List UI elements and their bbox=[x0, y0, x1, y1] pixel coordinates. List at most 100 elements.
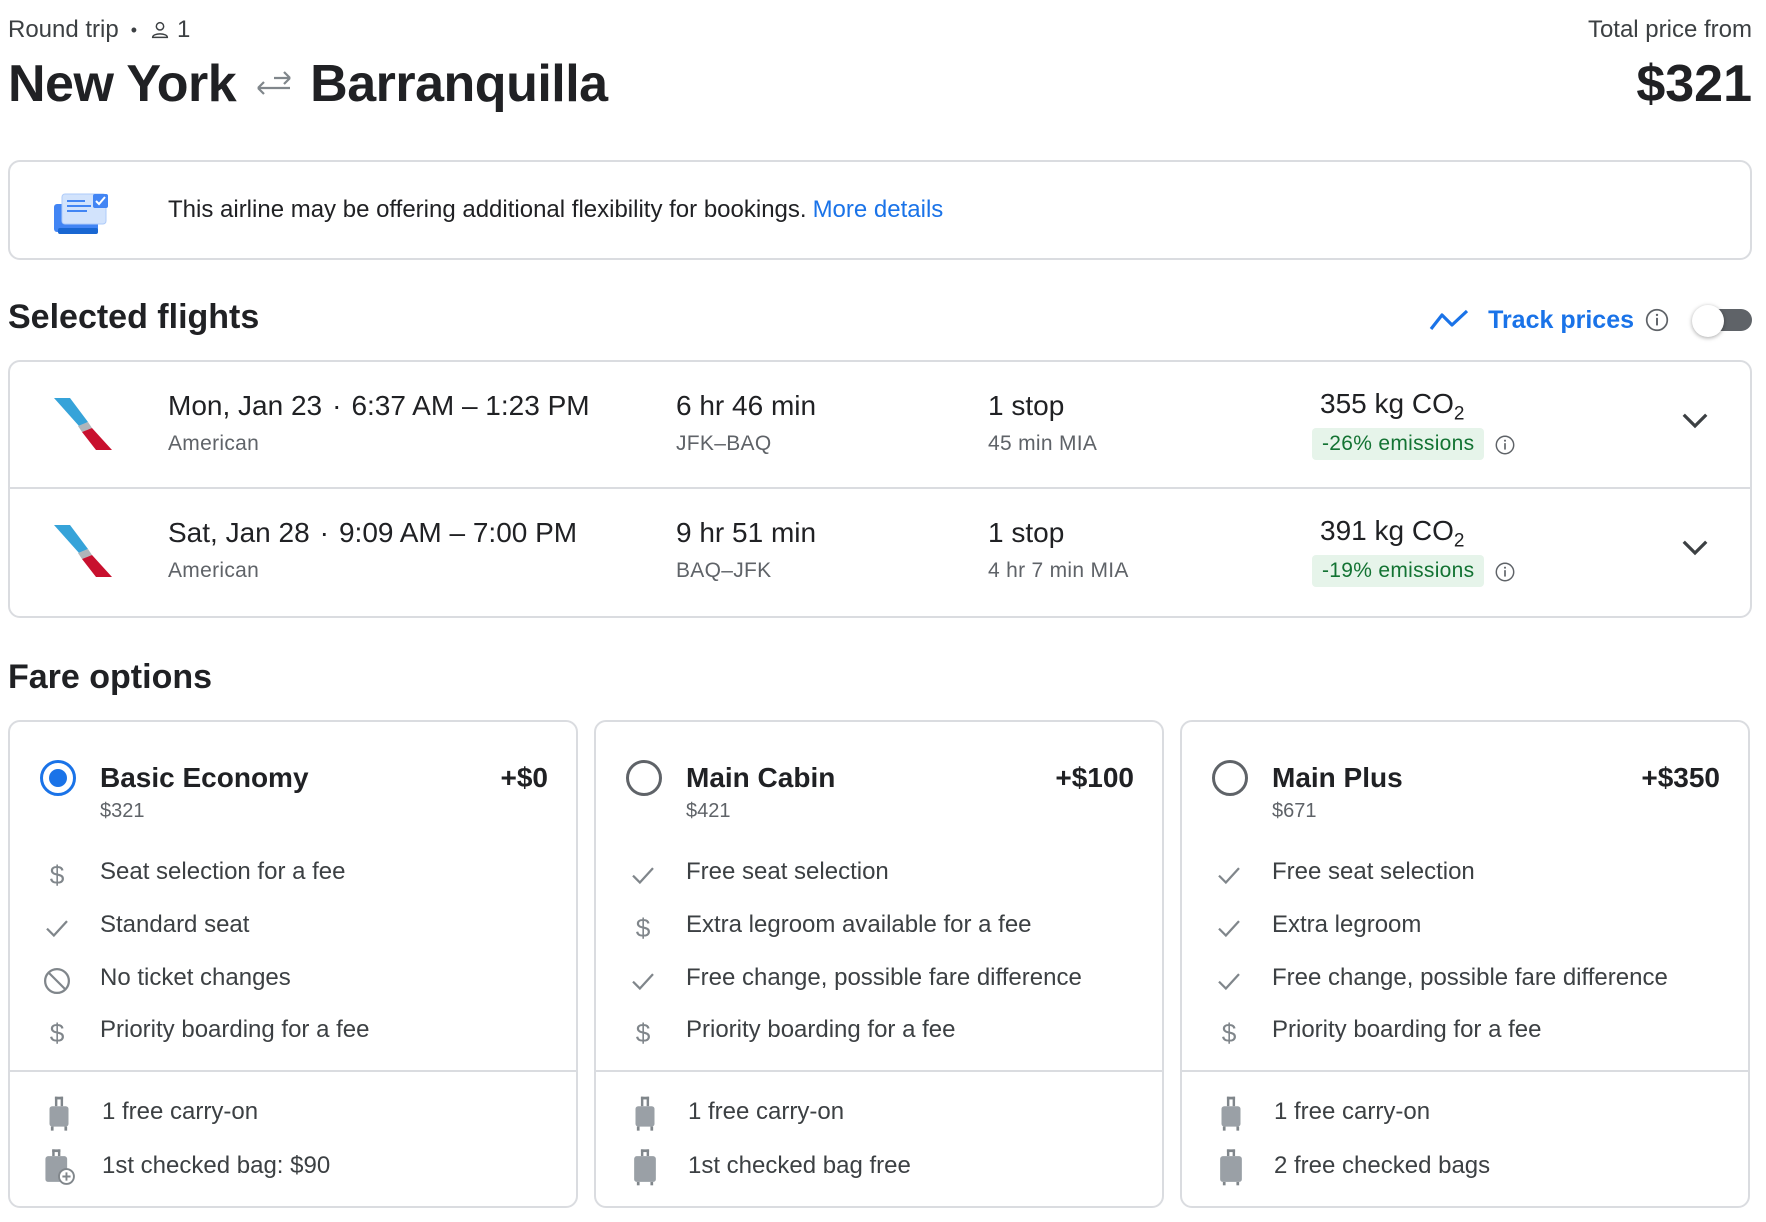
carry-on-icon bbox=[1214, 1094, 1248, 1132]
fare-radio-selected[interactable] bbox=[40, 760, 76, 796]
check-icon bbox=[628, 860, 658, 890]
feature-text: Priority boarding for a fee bbox=[1272, 1016, 1542, 1043]
banner-message: This airline may be offering additional … bbox=[168, 196, 807, 223]
flight-layover: 4 hr 7 min MIA bbox=[988, 559, 1129, 582]
route-title: New York Barranquilla bbox=[8, 54, 608, 114]
separator-dot: · bbox=[319, 517, 329, 548]
flight-row-return[interactable]: Sat, Jan 28 · 9:09 AM – 7:00 PM American 9… bbox=[10, 489, 1750, 616]
more-details-link[interactable]: More details bbox=[812, 196, 944, 223]
co2-value: 391 kg CO bbox=[1320, 515, 1454, 546]
fare-feature: No ticket changes bbox=[10, 960, 576, 1000]
fare-additional-price: +$0 bbox=[500, 762, 549, 793]
fare-options-title: Fare options bbox=[8, 658, 213, 696]
fare-name: Basic Economy bbox=[100, 762, 309, 793]
bag-allowance: 1 free carry-on bbox=[10, 1092, 576, 1132]
bag-allowance: 1 free carry-on bbox=[1182, 1092, 1748, 1132]
check-icon bbox=[1214, 966, 1244, 996]
info-icon[interactable] bbox=[1644, 307, 1670, 333]
carry-on-icon bbox=[628, 1094, 662, 1132]
checked-bag-icon bbox=[628, 1148, 662, 1186]
bag-allowance: 1st checked bag free bbox=[596, 1146, 1162, 1186]
bag-allowance: 1 free carry-on bbox=[596, 1092, 1162, 1132]
check-icon bbox=[42, 913, 72, 943]
dollar-icon bbox=[1214, 1018, 1244, 1048]
dollar-icon bbox=[628, 913, 658, 943]
feature-text: Extra legroom bbox=[1272, 911, 1422, 938]
emissions-info-icon[interactable] bbox=[1494, 561, 1516, 583]
co2-subscript: 2 bbox=[1453, 530, 1465, 552]
trip-header: Round trip • 1 New York Barranquilla Tot… bbox=[8, 14, 1752, 114]
chevron-down-icon[interactable] bbox=[1680, 537, 1710, 559]
fare-feature: Extra legroom available for a fee bbox=[596, 907, 1162, 947]
flight-date-time: Sat, Jan 28 · 9:09 AM – 7:00 PM bbox=[168, 517, 577, 549]
flight-duration: 9 hr 51 min bbox=[676, 517, 817, 548]
emissions-badge: -19% emissions bbox=[1312, 555, 1485, 587]
fare-card-basic-economy[interactable]: Basic Economy +$0 $321 Seat selection fo… bbox=[8, 720, 578, 1208]
fare-radio[interactable] bbox=[1212, 760, 1248, 796]
checked-bag-fee-icon bbox=[42, 1148, 76, 1186]
feature-text: Priority boarding for a fee bbox=[686, 1016, 956, 1043]
fare-feature: Standard seat bbox=[10, 907, 576, 947]
chevron-down-icon[interactable] bbox=[1680, 410, 1710, 432]
flight-airline: American bbox=[168, 559, 260, 582]
fare-additional-price: +$350 bbox=[1641, 762, 1720, 793]
dollar-icon bbox=[628, 1018, 658, 1048]
flight-route: BAQ–JFK bbox=[676, 559, 772, 582]
track-prices: Track prices bbox=[1428, 300, 1752, 340]
flight-date: Mon, Jan 23 bbox=[168, 390, 323, 421]
flight-co2: 391 kg CO2 bbox=[1320, 515, 1464, 553]
no-icon bbox=[42, 966, 72, 996]
feature-text: Free seat selection bbox=[686, 858, 889, 885]
feature-text: Free change, possible fare difference bbox=[1272, 964, 1668, 991]
destination-city: Barranquilla bbox=[310, 55, 608, 113]
divider bbox=[596, 1070, 1162, 1072]
co2-subscript: 2 bbox=[1453, 403, 1465, 425]
fare-name: Main Plus bbox=[1272, 762, 1403, 793]
emissions-info-icon[interactable] bbox=[1494, 434, 1516, 456]
fare-price: $421 bbox=[686, 800, 731, 822]
flight-co2: 355 kg CO2 bbox=[1320, 388, 1464, 426]
fare-feature: Free seat selection bbox=[1182, 854, 1748, 894]
toggle-knob bbox=[1692, 305, 1724, 337]
fare-card-main-cabin[interactable]: Main Cabin +$100 $421 Free seat selectio… bbox=[594, 720, 1164, 1208]
fare-feature: Priority boarding for a fee bbox=[1182, 1012, 1748, 1052]
fare-feature: Free change, possible fare difference bbox=[596, 960, 1162, 1000]
total-price-label: Total price from bbox=[1587, 16, 1752, 43]
person-icon bbox=[151, 21, 169, 39]
origin-city: New York bbox=[8, 55, 237, 113]
bag-allowance: 2 free checked bags bbox=[1182, 1146, 1748, 1186]
fare-feature: Free change, possible fare difference bbox=[1182, 960, 1748, 1000]
flight-duration: 6 hr 46 min bbox=[676, 390, 817, 421]
separator-dot: • bbox=[130, 19, 138, 40]
carry-on-icon bbox=[42, 1094, 76, 1132]
total-price: $321 bbox=[1636, 55, 1752, 113]
feature-text: No ticket changes bbox=[100, 964, 291, 991]
fare-card-main-plus[interactable]: Main Plus +$350 $671 Free seat selection… bbox=[1180, 720, 1750, 1208]
feature-text: Free seat selection bbox=[1272, 858, 1475, 885]
flexibility-banner: This airline may be offering additional … bbox=[8, 160, 1752, 260]
feature-text: Priority boarding for a fee bbox=[100, 1016, 370, 1043]
feature-text: Free change, possible fare difference bbox=[686, 964, 1082, 991]
selected-flights-list: Mon, Jan 23 · 6:37 AM – 1:23 PM American 6… bbox=[8, 360, 1752, 618]
flight-airline: American bbox=[168, 432, 260, 455]
bag-allowance: 1st checked bag: $90 bbox=[10, 1146, 576, 1186]
fare-price: $671 bbox=[1272, 800, 1317, 822]
co2-value: 355 kg CO bbox=[1320, 388, 1454, 419]
bag-text: 1 free carry-on bbox=[688, 1098, 845, 1125]
flight-row-outbound[interactable]: Mon, Jan 23 · 6:37 AM – 1:23 PM American 6… bbox=[10, 362, 1750, 489]
fare-radio[interactable] bbox=[626, 760, 662, 796]
trip-type: Round trip bbox=[8, 16, 119, 43]
feature-text: Extra legroom available for a fee bbox=[686, 911, 1032, 938]
dollar-icon bbox=[42, 1018, 72, 1048]
fare-feature: Free seat selection bbox=[596, 854, 1162, 894]
flight-times: 6:37 AM – 1:23 PM bbox=[351, 390, 590, 421]
swap-arrows-icon bbox=[257, 71, 291, 95]
fare-name: Main Cabin bbox=[686, 762, 836, 793]
track-prices-toggle[interactable] bbox=[1692, 305, 1752, 337]
check-icon bbox=[1214, 860, 1244, 890]
trending-icon bbox=[1429, 309, 1469, 330]
bag-text: 1 free carry-on bbox=[102, 1098, 259, 1125]
track-prices-label[interactable]: Track prices bbox=[1488, 305, 1634, 334]
bag-text: 2 free checked bags bbox=[1274, 1152, 1491, 1179]
flight-date: Sat, Jan 28 bbox=[168, 517, 310, 548]
